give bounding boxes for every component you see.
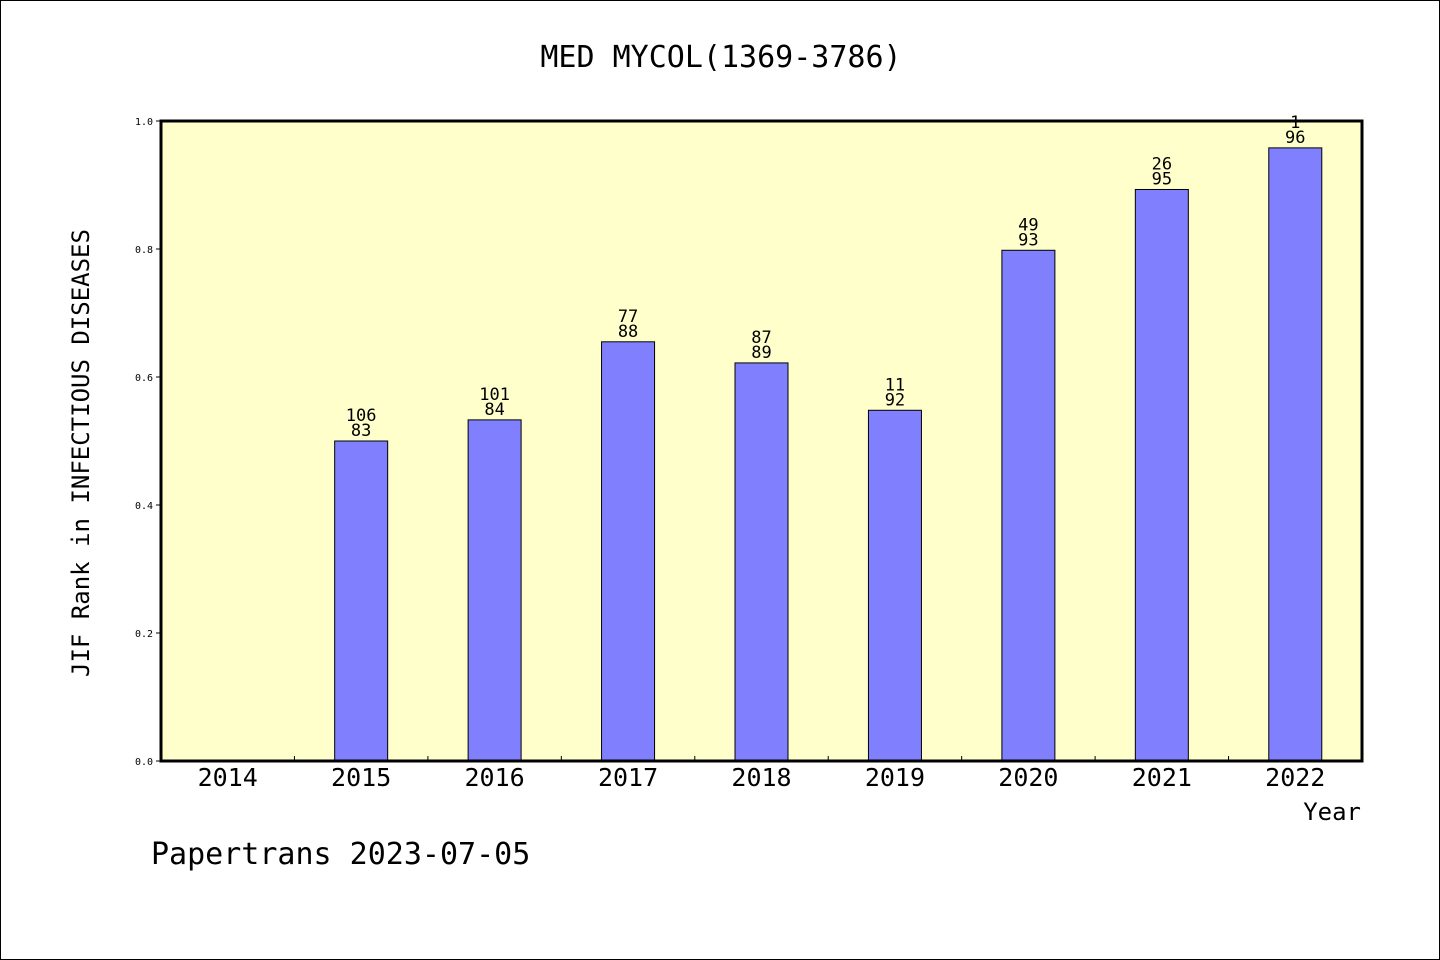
x-tick-label-2018: 2018 xyxy=(731,763,791,792)
bar-label-rank-2016: 101 xyxy=(479,385,510,405)
bar-label-rank-2020: 49 xyxy=(1018,215,1038,235)
x-axis-label: Year xyxy=(1303,798,1361,826)
y-tick-label-0.8: 0.8 xyxy=(135,245,153,256)
bar-label-rank-2018: 87 xyxy=(751,328,771,348)
y-tick-label-1.0: 1.0 xyxy=(135,117,153,128)
bar-2015 xyxy=(334,440,389,762)
bar-2016 xyxy=(467,419,522,762)
bar-label-rank-2015: 106 xyxy=(346,406,377,426)
x-tick-label-2022: 2022 xyxy=(1265,763,1325,792)
y-tick-label-0.0: 0.0 xyxy=(135,757,153,768)
bar-2018 xyxy=(734,362,789,762)
bar-label-rank-2017: 77 xyxy=(618,307,638,327)
bar-2019 xyxy=(867,409,922,762)
bar-label-total-2021: 95 xyxy=(1152,169,1172,189)
y-tick-label-0.2: 0.2 xyxy=(135,629,153,640)
bar-label-total-2016: 84 xyxy=(484,400,504,420)
x-tick-label-2014: 2014 xyxy=(198,763,258,792)
x-tick-label-2020: 2020 xyxy=(998,763,1058,792)
y-axis-label: JIF Rank in INFECTIOUS DISEASES xyxy=(67,229,95,677)
x-tick-label-2017: 2017 xyxy=(598,763,658,792)
x-axis: 2014 2015 2016 2017 2018 2019 2020 2021 2022 xyxy=(198,756,1325,792)
y-tick-label-0.4: 0.4 xyxy=(135,501,153,512)
bar-label-total-2015: 83 xyxy=(351,421,371,441)
x-tick-label-2021: 2021 xyxy=(1132,763,1192,792)
bar-label-total-2017: 88 xyxy=(618,322,638,342)
x-tick-label-2016: 2016 xyxy=(465,763,525,792)
y-tick-label-0.6: 0.6 xyxy=(135,373,153,384)
bar-2020 xyxy=(1001,249,1056,762)
bar-label-rank-2019: 11 xyxy=(885,375,905,395)
bar-2021 xyxy=(1134,188,1189,762)
bar-label-total-2022: 96 xyxy=(1285,128,1305,148)
bar-2017 xyxy=(601,341,656,762)
x-tick-label-2015: 2015 xyxy=(331,763,391,792)
bar-label-rank-2022: 1 xyxy=(1290,113,1300,133)
bar-label-rank-2021: 26 xyxy=(1152,154,1172,174)
bar-label-total-2019: 92 xyxy=(885,390,905,410)
bar-label-total-2020: 93 xyxy=(1018,230,1038,250)
y-axis: 0.0 0.2 0.4 0.6 0.8 1.0 xyxy=(135,117,161,768)
x-tick-label-2019: 2019 xyxy=(865,763,925,792)
footer-text: Papertrans 2023-07-05 xyxy=(151,837,530,872)
chart-title: MED MYCOL(1369-3786) xyxy=(540,40,901,75)
bar-2022 xyxy=(1268,147,1323,762)
bar-label-total-2018: 89 xyxy=(751,343,771,363)
plot-frame xyxy=(159,119,1364,763)
